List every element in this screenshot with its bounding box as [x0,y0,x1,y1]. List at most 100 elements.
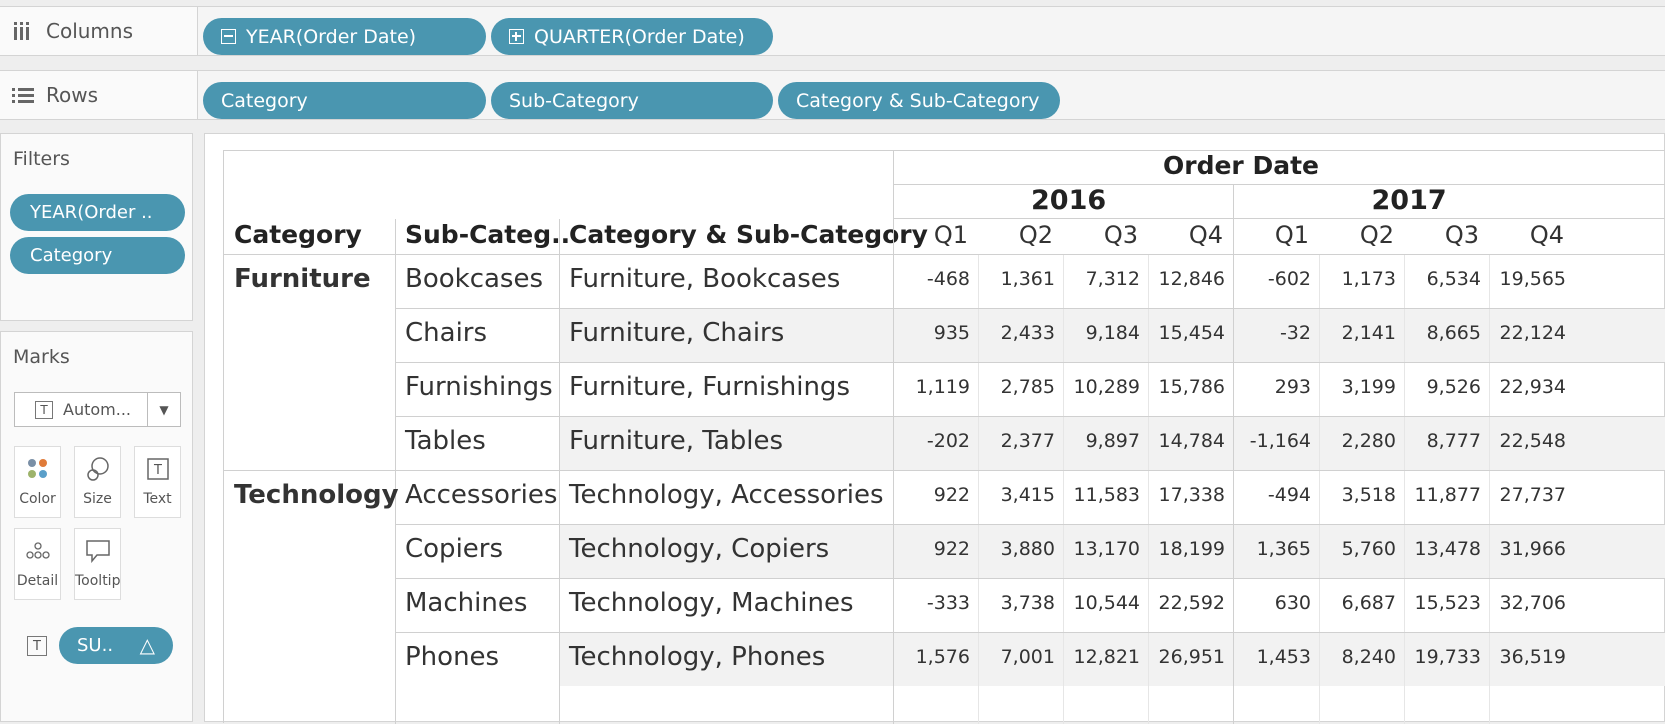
value-cell: 17,338 [1158,484,1225,506]
combined-cell: Furniture, Furnishings [569,372,850,402]
size-icon [75,447,120,491]
quarter-header: Q1 [1274,221,1309,249]
value-cell: -333 [926,592,970,614]
pill-label: Category & Sub-Category [796,89,1040,112]
crosstab: Order Date 2016 2017 Q1 Q2 Q3 Q4 Q1 Q2 Q3 Q4 Catego… [223,150,1665,724]
pill-label: YEAR(Order .. [30,202,153,223]
rows-shelf: Rows Category Sub-Category Category & Su… [0,70,1665,120]
value-cell: 22,934 [1499,376,1566,398]
color-button[interactable]: Color [14,446,61,518]
pill-label: Sub-Category [509,89,639,112]
combined-cell: Furniture, Tables [569,426,784,456]
filters-title: Filters [13,148,70,170]
value-cell: 13,478 [1414,538,1481,560]
text-button[interactable]: T Text [134,446,181,518]
value-cell: 1,576 [915,646,970,668]
measure-pill[interactable]: SU.. △ [59,627,173,664]
columns-icon [12,21,32,41]
rows-label: Rows [46,83,99,107]
value-cell: 15,786 [1158,376,1225,398]
value-cell: 2,433 [1000,322,1055,344]
filter-pill-category[interactable]: Category [10,237,185,274]
detail-label: Detail [16,573,59,589]
expand-icon[interactable] [509,29,524,44]
value-cell: 19,733 [1414,646,1481,668]
collapse-icon[interactable] [221,29,236,44]
value-cell: -1,164 [1249,430,1311,452]
grid-line [395,362,1665,363]
value-cell: 12,846 [1158,268,1225,290]
chevron-down-icon[interactable]: ▼ [147,393,180,426]
value-cell: 2,141 [1341,322,1396,344]
tooltip-icon [75,529,120,573]
value-cell: 8,240 [1341,646,1396,668]
grid-line [559,219,560,724]
value-cell: 11,877 [1414,484,1481,506]
category-cell: Technology [234,480,399,510]
grid-line [224,254,1665,255]
value-cell: 1,361 [1000,268,1055,290]
value-cell: 3,880 [1000,538,1055,560]
value-cell: 3,199 [1341,376,1396,398]
grid-line [395,416,1665,417]
quarter-header: Q4 [1188,221,1223,249]
grid-line [395,308,1665,309]
combined-cell: Technology, Machines [569,588,854,618]
pill-label: QUARTER(Order Date) [534,25,745,48]
value-cell: -602 [1267,268,1311,290]
grid-line [893,151,894,724]
rows-pill-combined[interactable]: Category & Sub-Category [778,82,1060,119]
grid-line [395,524,1665,525]
subcategory-cell: Phones [405,642,500,672]
combined-cell: Furniture, Chairs [569,318,785,348]
rows-pill-category[interactable]: Category [203,82,486,119]
value-cell: 15,523 [1414,592,1481,614]
rows-shelf-label: Rows [0,71,198,119]
value-cell: 8,665 [1426,322,1481,344]
value-cell: -468 [926,268,970,290]
grid-line [1063,254,1064,724]
value-cell: 9,897 [1085,430,1140,452]
grid-line [1404,254,1405,724]
grid-line [395,632,1665,633]
subcategory-cell: Bookcases [405,264,544,294]
quarter-header: Q3 [1103,221,1138,249]
rows-icon [12,85,34,105]
value-cell: 12,821 [1073,646,1140,668]
filters-card: Filters YEAR(Order .. Category [0,133,193,321]
grid-line [978,254,979,724]
value-cell: 26,951 [1158,646,1225,668]
value-cell: 6,534 [1426,268,1481,290]
value-cell: 1,173 [1341,268,1396,290]
row-band [559,416,1665,470]
tooltip-button[interactable]: Tooltip [74,528,121,600]
subcategory-cell: Accessories [405,480,558,510]
combined-cell: Technology, Copiers [569,534,830,564]
category-cell: Furniture [234,264,371,294]
value-cell: 922 [933,484,970,506]
rows-pill-subcategory[interactable]: Sub-Category [491,82,773,119]
value-cell: 3,518 [1341,484,1396,506]
columns-pill-quarter[interactable]: QUARTER(Order Date) [491,18,773,55]
columns-shelf-label: Columns [0,7,198,55]
mark-type-select[interactable]: T Autom... ▼ [14,392,181,427]
combined-cell: Technology, Phones [569,642,826,672]
detail-button[interactable]: Detail [14,528,61,600]
row-band [559,308,1665,362]
pill-label: Category [221,89,308,112]
value-cell: 22,592 [1158,592,1225,614]
value-cell: 935 [933,322,970,344]
value-cell: 19,565 [1499,268,1566,290]
header-line [893,218,1665,219]
pill-label: YEAR(Order Date) [246,25,417,48]
year-header: 2017 [1371,185,1447,216]
delta-icon: △ [139,633,155,657]
columns-label: Columns [46,19,134,43]
filter-pill-year[interactable]: YEAR(Order .. [10,194,185,231]
size-button[interactable]: Size [74,446,121,518]
value-cell: 32,706 [1499,592,1566,614]
text-icon: T [135,447,180,491]
columns-pill-year[interactable]: YEAR(Order Date) [203,18,486,55]
columns-shelf: Columns YEAR(Order Date) QUARTER(Order D… [0,6,1665,56]
tooltip-label: Tooltip [75,573,121,589]
